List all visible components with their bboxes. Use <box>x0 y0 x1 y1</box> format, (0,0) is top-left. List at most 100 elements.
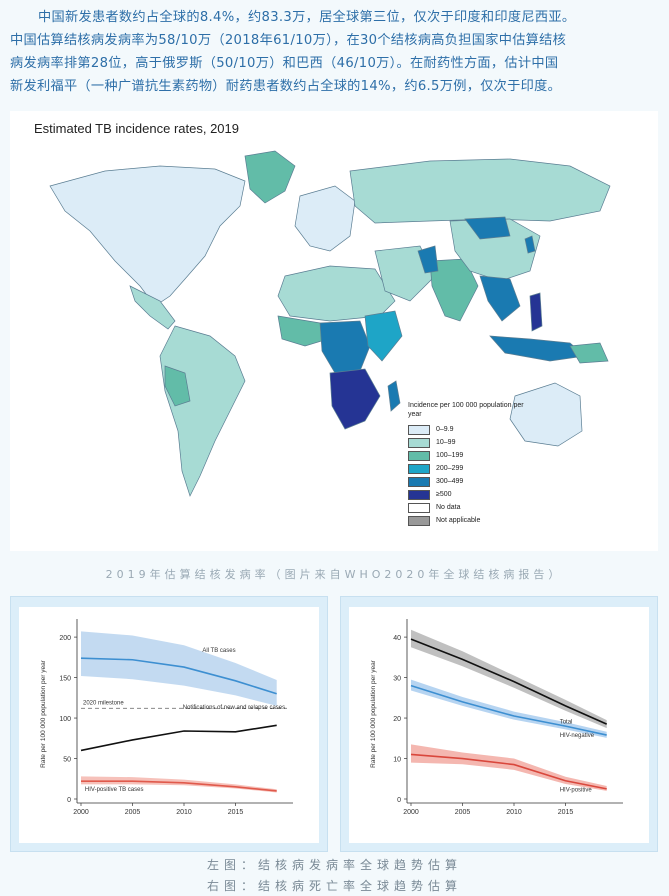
legend-label: 200–299 <box>436 465 464 472</box>
map-region-papua <box>569 342 609 364</box>
series-line <box>80 724 277 752</box>
mortality-trend-chart: 0 10 20 30 40 2000 2005 2010 2015 Rate per 100 00… <box>370 607 656 843</box>
x-tick-label: 2010 <box>176 809 192 816</box>
legend-swatch <box>408 489 430 500</box>
y-tick-label: 200 <box>59 635 71 642</box>
legend-swatch <box>408 476 430 487</box>
map-title: Estimated TB incidence rates, 2019 <box>34 121 239 136</box>
series-uncertainty-band <box>81 631 277 706</box>
map-region-madagascar <box>387 380 401 412</box>
series-line <box>410 684 607 736</box>
y-axis-label: Rate per 100 000 population per year <box>370 659 377 768</box>
series-label: Notifications of new and relapse cases <box>183 705 285 711</box>
legend-item: Not applicable <box>408 514 528 527</box>
map-legend: Incidence per 100 000 population per yea… <box>408 401 528 527</box>
legend-title: Incidence per 100 000 population per yea… <box>408 402 524 418</box>
y-tick-label: 150 <box>59 676 71 683</box>
map-region-north-africa <box>277 265 396 322</box>
series-line <box>81 780 277 792</box>
map-region-indonesia <box>489 335 586 362</box>
y-axis-label: Rate per 100 000 population per year <box>40 659 47 768</box>
y-tick-label: 40 <box>393 635 401 642</box>
legend-label: Not applicable <box>436 517 481 524</box>
paragraph-line: 中国新发患者数约占全球的8.4%，约83.3万，居全球第三位，仅次于印度和印度尼… <box>38 10 576 25</box>
map-region-southeast-asia <box>479 275 521 322</box>
legend-item: ≥500 <box>408 488 528 501</box>
map-region-europe <box>294 185 356 252</box>
map-region-south-america <box>159 325 246 497</box>
series-line <box>410 638 608 725</box>
legend-swatch <box>408 502 430 513</box>
series-uncertainty-band <box>81 776 277 793</box>
x-tick-label: 2010 <box>506 809 522 816</box>
x-tick-label: 2005 <box>125 809 141 816</box>
intro-paragraph: 中国新发患者数约占全球的8.4%，约83.3万，居全球第三位，仅次于印度和印度尼… <box>10 6 660 98</box>
legend-swatch <box>408 515 430 526</box>
legend-item: 10–99 <box>408 436 528 449</box>
legend-swatch <box>408 463 430 474</box>
map-region-pakistan <box>417 245 439 274</box>
x-tick-label: 2005 <box>455 809 471 816</box>
legend-swatch <box>408 450 430 461</box>
map-region-korea <box>524 235 536 254</box>
map-region-middle-east <box>374 245 436 302</box>
series-label: HIV-positive TB cases <box>85 787 144 793</box>
series-label: All TB cases <box>202 648 235 654</box>
map-region-east-africa <box>364 310 403 362</box>
legend-label: 0–9.9 <box>436 426 454 433</box>
tb-incidence-map: Estimated TB incidence rates, 2019 In <box>10 111 658 551</box>
paragraph-line: 新发利福平（一种广谱抗生素药物）耐药患者数约占全球的14%，约6.5万例，仅次于… <box>10 79 562 94</box>
series-label: HIV-positive <box>560 788 593 794</box>
x-tick-label: 2015 <box>558 809 574 816</box>
map-region-china <box>449 218 541 282</box>
y-tick-label: 30 <box>393 676 401 683</box>
x-tick-label: 2000 <box>73 809 89 816</box>
caption-right: 右图：结核病死亡率全球趋势估算 <box>206 879 462 893</box>
map-region-southern-africa <box>329 368 381 430</box>
map-region-australia <box>509 382 583 447</box>
y-tick-label: 10 <box>393 757 401 764</box>
x-tick-label: 2015 <box>228 809 244 816</box>
series-uncertainty-band <box>411 679 607 738</box>
legend-label: 300–499 <box>436 478 464 485</box>
legend-label: 10–99 <box>436 439 456 446</box>
caption-left: 左图：结核病发病率全球趋势估算 <box>206 858 462 872</box>
series-label: Total <box>560 719 573 725</box>
legend-item: 0–9.9 <box>408 423 528 436</box>
y-tick-label: 50 <box>63 757 71 764</box>
left-chart-panel: 0 50 100 150 200 2000 2005 2010 2015 Rate per 100… <box>10 596 328 852</box>
legend-label: ≥500 <box>436 491 452 498</box>
map-region-north-america <box>49 165 246 307</box>
series-uncertainty-band <box>411 744 607 791</box>
legend-label: 100–199 <box>436 452 464 459</box>
map-region-mexico <box>129 285 176 330</box>
paragraph-line: 中国估算结核病发病率为58/10万（2018年61/10万），在30个结核病高负… <box>10 33 567 48</box>
map-region-philippines <box>529 292 543 332</box>
map-region-central-africa <box>319 320 371 374</box>
series-line <box>80 657 277 695</box>
legend-swatch <box>408 424 430 435</box>
world-map-graphic <box>49 150 611 497</box>
map-region-russia <box>349 158 611 224</box>
legend-item: 300–499 <box>408 475 528 488</box>
map-region-greenland <box>244 150 296 204</box>
y-tick-label: 20 <box>393 716 401 723</box>
incidence-trend-chart: 0 50 100 150 200 2000 2005 2010 2015 Rate per 100… <box>40 607 326 843</box>
right-chart-panel: 0 10 20 30 40 2000 2005 2010 2015 Rate per 100 00… <box>340 596 658 852</box>
series-label: HIV-negative <box>560 733 595 739</box>
map-region-mongolia <box>464 216 511 240</box>
map-region-peru-bolivia <box>164 365 191 407</box>
series-line <box>410 753 607 790</box>
y-tick-label: 0 <box>397 797 401 804</box>
x-tick-label: 2000 <box>403 809 419 816</box>
legend-swatch <box>408 437 430 448</box>
paragraph-line: 病发病率排第28位，高于俄罗斯（50/10万）和巴西（46/10万）。在耐药性方… <box>10 56 559 71</box>
milestone-label: 2020 milestone <box>83 700 124 706</box>
y-tick-label: 100 <box>59 716 71 723</box>
legend-item: No data <box>408 501 528 514</box>
map-caption: 2019年估算结核发病率（图片来自WHO2020年全球结核病报告） <box>105 568 564 581</box>
legend-item: 200–299 <box>408 462 528 475</box>
y-tick-label: 0 <box>67 797 71 804</box>
legend-item: 100–199 <box>408 449 528 462</box>
map-region-west-africa <box>277 315 329 347</box>
